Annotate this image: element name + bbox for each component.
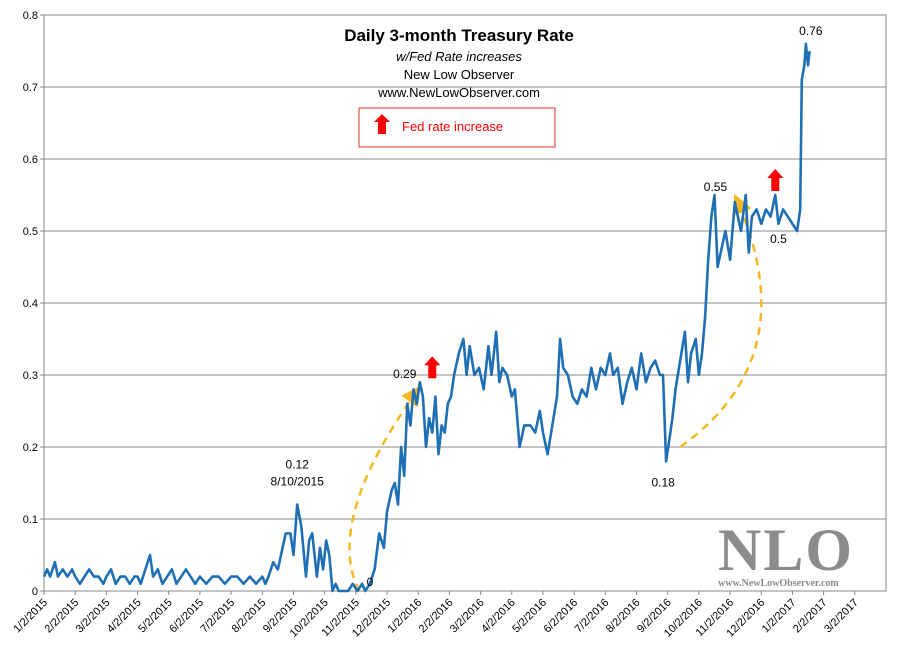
value-annotations: 0.12 8/10/2015 0 0.29 0.18 0.55 0.5 0.76 xyxy=(271,24,823,589)
fed-rate-increase-arrow-icon xyxy=(767,169,784,191)
trend-arc xyxy=(348,385,422,592)
y-tick-label: 0 xyxy=(32,586,38,598)
value-annotation: 0.76 xyxy=(799,24,823,38)
value-annotation: 0.29 xyxy=(393,367,417,381)
chart-source: New Low Observer xyxy=(404,67,515,82)
legend: Fed rate increase xyxy=(358,107,556,148)
value-annotation: 0 xyxy=(367,575,374,589)
chart-subtitle: w/Fed Rate increases xyxy=(396,49,522,64)
y-tick-label: 0.5 xyxy=(23,226,38,238)
y-tick-label: 0.3 xyxy=(23,370,38,382)
fed-rate-increase-arrow-icon xyxy=(424,356,441,379)
y-tick-label: 0.2 xyxy=(23,442,38,454)
y-tick-label: 0.4 xyxy=(23,298,38,310)
y-tick-label: 0.6 xyxy=(23,154,38,166)
legend-up-arrow-icon xyxy=(374,114,390,134)
value-annotation: 0.5 xyxy=(770,232,787,246)
y-tick-label: 0.1 xyxy=(23,514,38,526)
value-annotation: 0.18 xyxy=(651,475,675,489)
value-annotation: 8/10/2015 xyxy=(271,475,325,489)
value-annotation: 0.12 xyxy=(286,458,310,472)
chart-website: www.NewLowObserver.com xyxy=(377,85,540,100)
trend-arcs xyxy=(348,194,763,592)
chart-title: Daily 3-month Treasury Rate xyxy=(344,26,574,45)
watermark-logo: NLO xyxy=(718,517,854,583)
nlo-watermark: NLO www.NewLowObserver.com xyxy=(718,517,854,589)
y-axis-ticks: 0 0.1 0.2 0.3 0.4 0.5 0.6 0.7 0.8 xyxy=(23,10,44,598)
watermark-url: www.NewLowObserver.com xyxy=(718,578,839,589)
gridlines xyxy=(44,86,886,520)
series-line xyxy=(42,42,811,593)
y-tick-label: 0.8 xyxy=(23,10,38,22)
legend-label: Fed rate increase xyxy=(402,119,503,134)
fed-rate-markers xyxy=(424,169,784,379)
y-tick-label: 0.7 xyxy=(23,82,38,94)
series-layer xyxy=(42,42,811,593)
value-annotation: 0.55 xyxy=(704,180,728,194)
legend-box xyxy=(358,107,556,148)
